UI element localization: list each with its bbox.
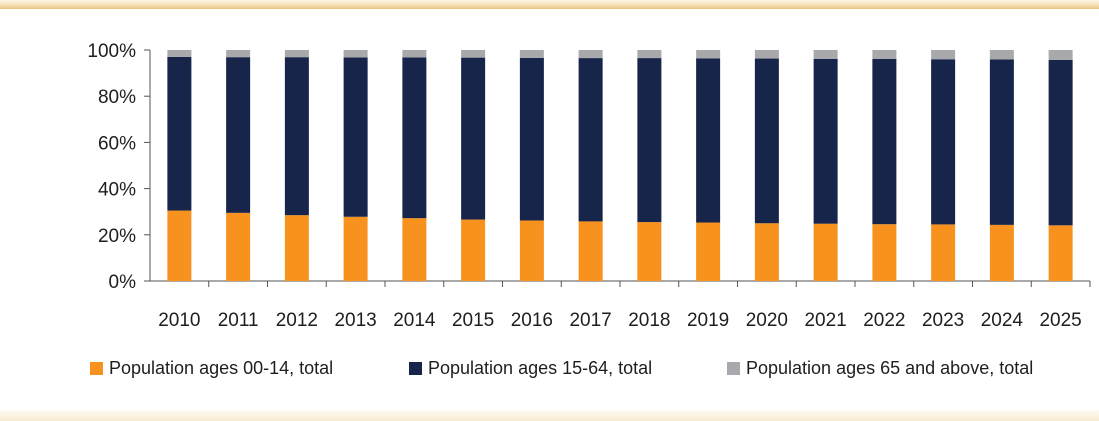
legend-swatch-ages-65-plus (727, 361, 740, 375)
x-tick-label: 2011 (218, 310, 259, 331)
bar-segment-ages-65-plus-2024 (989, 50, 1014, 60)
bar-segment-ages-65-plus-2011 (226, 50, 251, 58)
bar-segment-ages-65-plus-2014 (402, 50, 427, 58)
bar-segment-ages-15-64-2012 (284, 57, 309, 216)
bar-segment-ages-00-14-2019 (696, 222, 721, 281)
bar-segment-ages-15-64-2015 (461, 57, 486, 220)
x-tick-label: 2014 (393, 310, 436, 331)
bottom-decorative-rule (0, 410, 1099, 421)
x-tick-label: 2018 (628, 310, 670, 331)
bar-segment-ages-15-64-2021 (813, 58, 838, 224)
bar-segment-ages-15-64-2022 (872, 59, 897, 225)
y-tick-label: 60% (98, 133, 136, 154)
bar-segment-ages-65-plus-2010 (167, 50, 192, 57)
y-tick-label: 80% (98, 87, 136, 108)
top-decorative-rule (0, 0, 1099, 9)
y-tick-label: 100% (87, 41, 136, 62)
bar-segment-ages-00-14-2013 (343, 216, 368, 281)
bar-segment-ages-15-64-2020 (754, 58, 779, 224)
bar-segment-ages-65-plus-2018 (637, 50, 662, 59)
bar-segment-ages-15-64-2024 (989, 59, 1014, 225)
bar-segment-ages-00-14-2025 (1048, 225, 1073, 281)
y-tick-label: 20% (98, 226, 136, 247)
legend-swatch-ages-15-64 (409, 361, 422, 375)
bar-segment-ages-00-14-2016 (519, 220, 544, 281)
bar-segment-ages-15-64-2014 (402, 57, 427, 219)
bar-segment-ages-65-plus-2025 (1048, 50, 1073, 60)
bar-segment-ages-65-plus-2023 (931, 50, 956, 60)
x-tick-label: 2019 (687, 310, 729, 331)
legend-item-ages-00-14: Population ages 00-14, total (90, 358, 333, 379)
bar-segment-ages-65-plus-2017 (578, 50, 603, 59)
bar-segment-ages-65-plus-2016 (519, 50, 544, 58)
x-tick-label: 2016 (511, 310, 553, 331)
legend-item-ages-65-plus: Population ages 65 and above, total (727, 358, 1033, 379)
bar-segment-ages-65-plus-2012 (284, 50, 309, 58)
x-tick-label: 2017 (569, 310, 611, 331)
bar-segment-ages-65-plus-2022 (872, 50, 897, 60)
bar-segment-ages-00-14-2012 (284, 215, 309, 281)
bar-segment-ages-15-64-2016 (519, 57, 544, 221)
x-tick-label: 2025 (1039, 310, 1081, 331)
x-tick-label: 2022 (863, 310, 905, 331)
bar-segment-ages-00-14-2018 (637, 222, 662, 281)
legend-label-ages-15-64: Population ages 15-64, total (428, 357, 653, 378)
legend-label-ages-00-14: Population ages 00-14, total (109, 357, 334, 378)
bar-segment-ages-00-14-2021 (813, 223, 838, 281)
bar-segment-ages-15-64-2011 (226, 57, 251, 213)
x-tick-label: 2023 (922, 310, 964, 331)
legend-swatch-ages-00-14 (90, 361, 103, 375)
bar-segment-ages-15-64-2013 (343, 57, 368, 217)
bar-segment-ages-15-64-2023 (931, 59, 956, 225)
x-tick-label: 2015 (452, 310, 494, 331)
bar-segment-ages-65-plus-2020 (754, 50, 779, 59)
bar-segment-ages-15-64-2017 (578, 58, 603, 222)
bar-segment-ages-00-14-2014 (402, 218, 427, 281)
bar-segment-ages-65-plus-2015 (461, 50, 486, 58)
bar-segment-ages-65-plus-2021 (813, 50, 838, 59)
bar-segment-ages-65-plus-2019 (696, 50, 721, 59)
bar-segment-ages-15-64-2019 (696, 58, 721, 223)
bar-segment-ages-00-14-2022 (872, 224, 897, 281)
x-tick-label: 2020 (746, 310, 788, 331)
bar-segment-ages-15-64-2010 (167, 56, 192, 211)
bar-segment-ages-65-plus-2013 (343, 50, 368, 58)
bar-segment-ages-00-14-2017 (578, 221, 603, 281)
bar-segment-ages-00-14-2010 (167, 210, 192, 281)
bar-segment-ages-00-14-2020 (754, 223, 779, 281)
x-tick-label: 2021 (804, 310, 846, 331)
x-tick-label: 2024 (981, 310, 1024, 331)
bar-segment-ages-00-14-2023 (931, 224, 956, 281)
legend-item-ages-15-64: Population ages 15-64, total (409, 358, 652, 379)
bar-segment-ages-00-14-2024 (989, 224, 1014, 281)
bar-segment-ages-00-14-2015 (461, 219, 486, 281)
bar-segment-ages-15-64-2018 (637, 58, 662, 223)
y-tick-label: 40% (98, 180, 136, 201)
x-tick-label: 2010 (158, 310, 200, 331)
x-tick-label: 2013 (334, 310, 376, 331)
y-tick-label: 0% (109, 272, 137, 293)
bar-segment-ages-00-14-2011 (226, 212, 251, 281)
x-tick-label: 2012 (276, 310, 318, 331)
legend-label-ages-65-plus: Population ages 65 and above, total (746, 357, 1034, 378)
bar-segment-ages-15-64-2025 (1048, 59, 1073, 226)
